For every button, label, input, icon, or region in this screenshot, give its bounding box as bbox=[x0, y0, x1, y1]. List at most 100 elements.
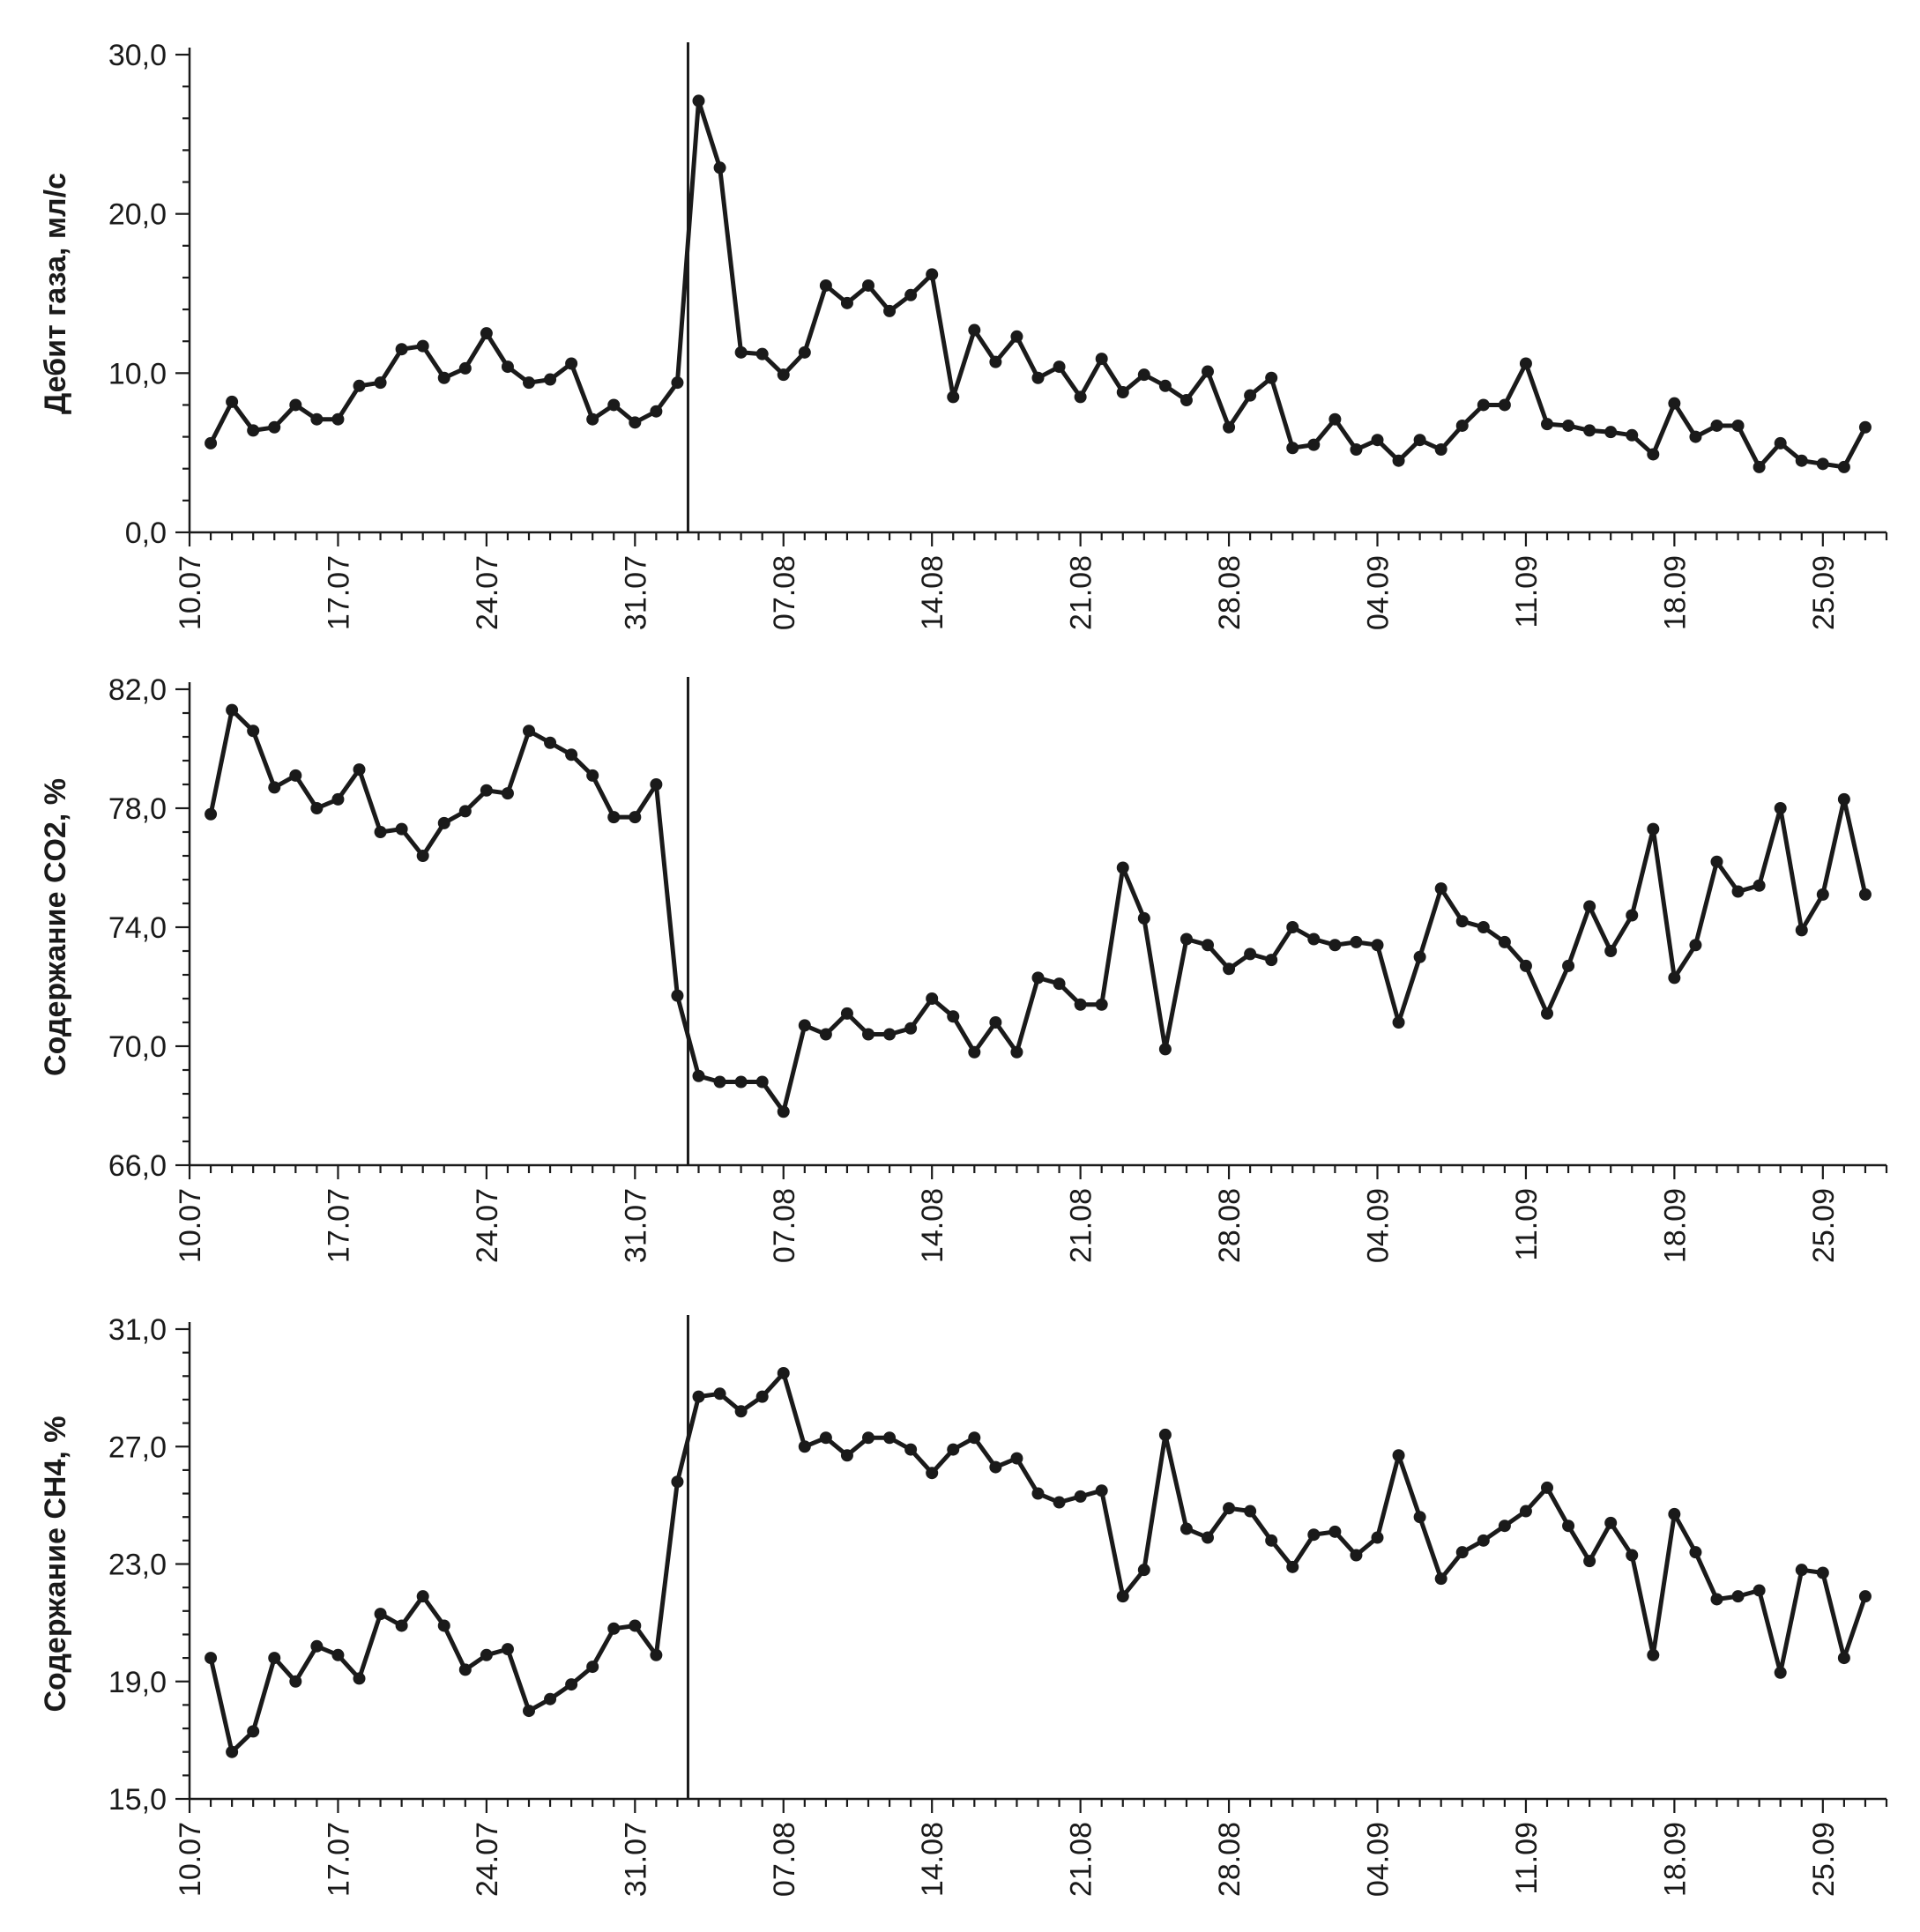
data-point bbox=[1010, 330, 1023, 343]
data-point bbox=[310, 1639, 324, 1653]
data-point bbox=[1223, 962, 1236, 976]
data-point bbox=[1031, 1487, 1045, 1500]
data-point bbox=[777, 368, 790, 382]
data-point bbox=[1455, 915, 1469, 928]
data-point bbox=[1498, 1520, 1511, 1533]
data-point bbox=[671, 1475, 684, 1489]
data-point bbox=[1307, 933, 1321, 946]
data-point bbox=[1244, 947, 1257, 961]
x-tick-label: 31.07 bbox=[619, 1188, 652, 1263]
data-point bbox=[1244, 389, 1257, 402]
data-point bbox=[1095, 998, 1108, 1011]
data-point bbox=[947, 1443, 960, 1456]
data-point bbox=[862, 1028, 874, 1041]
data-point bbox=[331, 1648, 345, 1661]
data-point bbox=[798, 1019, 811, 1032]
data-point bbox=[862, 1431, 874, 1445]
y-tick-label: 0,0 bbox=[125, 516, 167, 550]
data-point bbox=[1774, 802, 1787, 814]
x-tick-label: 31.07 bbox=[619, 1822, 652, 1897]
data-point bbox=[1031, 371, 1045, 384]
data-point bbox=[607, 398, 621, 412]
data-point bbox=[205, 1652, 218, 1665]
data-point bbox=[458, 1663, 472, 1676]
x-tick-label: 10.07 bbox=[174, 555, 207, 630]
data-point bbox=[523, 1705, 535, 1718]
data-point bbox=[1583, 1555, 1596, 1568]
data-point bbox=[1095, 1484, 1108, 1497]
data-point bbox=[1647, 1648, 1660, 1661]
data-point bbox=[1307, 1528, 1321, 1542]
data-point bbox=[1180, 933, 1193, 946]
data-point bbox=[501, 360, 514, 374]
data-point bbox=[1498, 935, 1511, 948]
data-point bbox=[713, 1075, 726, 1089]
data-point bbox=[1689, 1546, 1702, 1559]
data-point bbox=[1753, 1584, 1766, 1597]
data-point bbox=[1180, 394, 1193, 407]
data-point bbox=[1816, 457, 1829, 471]
data-point bbox=[1774, 1666, 1787, 1679]
data-point bbox=[1753, 460, 1766, 473]
x-tick-label: 10.07 bbox=[174, 1188, 207, 1263]
x-tick-label: 25.09 bbox=[1807, 1188, 1841, 1263]
data-point bbox=[416, 850, 429, 862]
data-point bbox=[947, 390, 960, 404]
data-point bbox=[629, 416, 642, 429]
data-point bbox=[1477, 1534, 1490, 1547]
x-tick-label: 11.09 bbox=[1510, 1188, 1544, 1261]
data-point bbox=[523, 724, 535, 738]
data-point bbox=[1371, 939, 1384, 952]
data-point bbox=[1116, 386, 1129, 399]
data-point bbox=[1604, 426, 1618, 439]
data-point bbox=[734, 1405, 748, 1418]
data-point bbox=[395, 822, 408, 836]
data-point bbox=[1010, 1045, 1023, 1059]
data-point bbox=[289, 1675, 302, 1688]
data-point bbox=[1626, 1549, 1639, 1562]
data-point bbox=[1095, 353, 1108, 366]
data-point bbox=[1647, 448, 1660, 461]
data-point bbox=[755, 347, 769, 360]
data-point bbox=[331, 412, 345, 426]
data-point bbox=[671, 989, 684, 1002]
y-tick-label: 74,0 bbox=[108, 911, 167, 945]
data-point bbox=[565, 1678, 578, 1691]
data-point bbox=[395, 1619, 408, 1632]
data-point bbox=[480, 1648, 493, 1661]
data-point bbox=[1858, 1590, 1872, 1603]
data-point bbox=[1710, 855, 1723, 868]
data-point bbox=[310, 802, 324, 814]
data-point bbox=[989, 1016, 1002, 1029]
data-point bbox=[1286, 442, 1299, 455]
x-tick-label: 07.08 bbox=[768, 1822, 801, 1897]
data-point bbox=[1158, 1428, 1172, 1441]
data-point bbox=[1307, 438, 1321, 451]
x-tick-label: 14.08 bbox=[916, 1188, 949, 1263]
data-point bbox=[268, 1652, 281, 1665]
data-point bbox=[1477, 921, 1490, 933]
data-point bbox=[989, 1460, 1002, 1474]
data-point bbox=[374, 826, 387, 838]
data-point bbox=[1158, 1043, 1172, 1056]
data-point bbox=[1392, 1449, 1405, 1462]
data-point bbox=[713, 161, 726, 175]
data-point bbox=[1053, 1496, 1066, 1509]
data-point bbox=[904, 1022, 918, 1035]
data-point bbox=[289, 398, 302, 412]
x-tick-label: 17.07 bbox=[322, 1822, 355, 1897]
data-point bbox=[1180, 1522, 1193, 1535]
x-tick-label: 24.07 bbox=[471, 555, 504, 630]
x-tick-label: 14.08 bbox=[916, 1822, 949, 1897]
data-point bbox=[226, 1745, 239, 1758]
data-point bbox=[1265, 954, 1278, 967]
data-point bbox=[1498, 398, 1511, 412]
data-point bbox=[1562, 959, 1575, 972]
x-tick-label: 17.07 bbox=[322, 1188, 355, 1263]
chart-panel-1: 0,0 10,0 20,0 30,0 10.07 17.07 24.07 31.07 07.08… bbox=[39, 39, 1888, 630]
data-point bbox=[480, 784, 493, 797]
data-point bbox=[544, 736, 557, 749]
x-tick-label: 21.08 bbox=[1065, 1188, 1098, 1263]
data-point bbox=[1053, 360, 1066, 374]
